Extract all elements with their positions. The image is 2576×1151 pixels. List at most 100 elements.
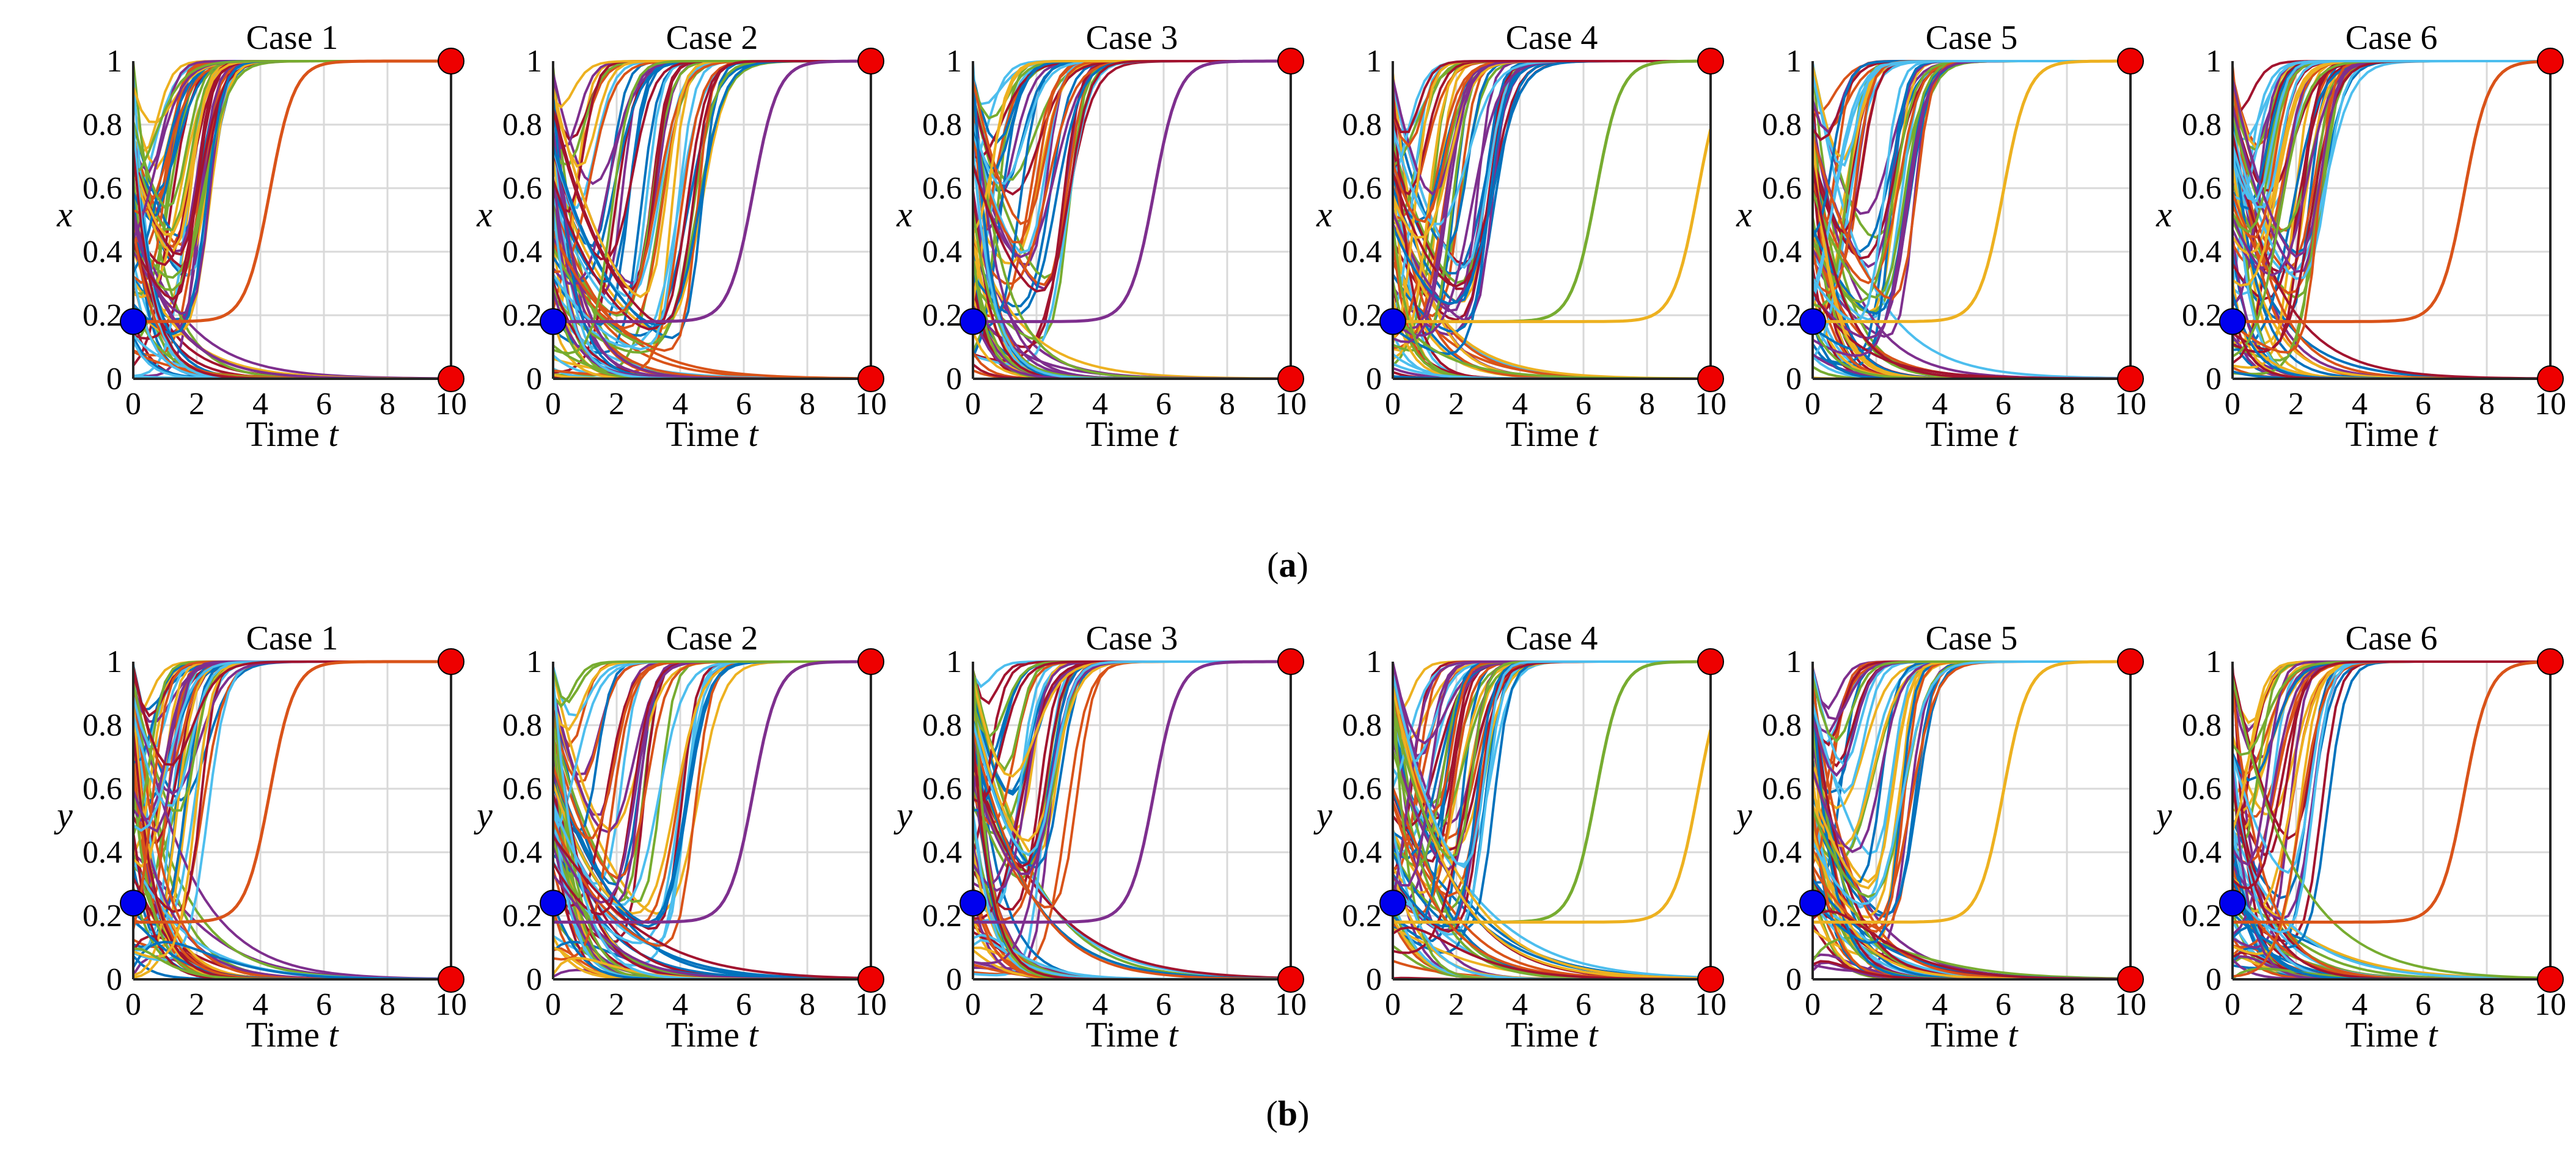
x-tick-label: 4	[1092, 387, 1108, 422]
x-tick-label: 2	[2288, 387, 2304, 422]
x-tick-label: 10	[2534, 387, 2566, 422]
x-tick-label: 8	[1219, 987, 1235, 1022]
equilibrium-marker	[438, 648, 464, 675]
y-tick-label: 0	[1786, 962, 1802, 997]
x-tick-label: 10	[855, 987, 887, 1022]
panel-title: Case 6	[2346, 19, 2438, 57]
initial-point-marker	[540, 890, 567, 917]
panel-title: Case 2	[666, 619, 758, 657]
initial-point-marker	[2219, 890, 2246, 917]
panel-title: Case 6	[2346, 619, 2438, 657]
series-group	[553, 59, 871, 380]
x-tick-label: 0	[125, 387, 141, 422]
y-axis-label: y	[2153, 795, 2172, 835]
trajectory-line	[973, 212, 1291, 380]
x-axis-label: Time t	[246, 1015, 340, 1054]
x-tick-label: 6	[736, 987, 752, 1022]
equilibrium-marker	[2537, 966, 2564, 993]
y-tick-label: 1	[946, 645, 962, 679]
y-tick-label: 0	[946, 962, 962, 997]
x-tick-label: 0	[1805, 987, 1821, 1022]
y-tick-label: 0	[2206, 962, 2222, 997]
y-tick-label: 0.4	[83, 835, 122, 870]
y-tick-label: 0.4	[1762, 235, 1802, 269]
trajectory-line	[553, 729, 871, 981]
x-tick-label: 4	[2352, 987, 2368, 1022]
equilibrium-marker	[438, 48, 464, 75]
trajectory-line	[553, 730, 871, 981]
y-tick-label: 0.8	[2182, 108, 2222, 142]
x-tick-label: 2	[189, 387, 205, 422]
y-tick-label: 0.8	[1342, 708, 1382, 743]
initial-point-marker	[960, 890, 986, 917]
panel-title: Case 5	[1926, 19, 2018, 57]
equilibrium-marker	[1277, 966, 1304, 993]
y-tick-label: 0.2	[2182, 298, 2222, 333]
x-tick-label: 6	[316, 987, 332, 1022]
y-tick-label: 0.6	[83, 772, 122, 806]
x-tick-label: 4	[2352, 387, 2368, 422]
panel-a-5: 0 2 4 6 8 10 0 0.2 0.4 0.6 0.8 1 Case 5 Time t x	[1736, 19, 2146, 454]
series-group	[1813, 59, 2130, 380]
y-axis-label: x	[1316, 194, 1332, 234]
initial-point-marker	[540, 308, 567, 335]
equilibrium-marker	[1697, 966, 1724, 993]
trajectory-line	[2233, 60, 2550, 203]
x-tick-label: 10	[1695, 987, 1727, 1022]
caption-a-letter: a	[1279, 545, 1297, 585]
equilibrium-marker	[1277, 365, 1304, 392]
x-tick-label: 0	[2225, 387, 2240, 422]
trajectory-line	[973, 60, 1291, 366]
series-group	[2233, 660, 2550, 981]
x-tick-label: 2	[2288, 987, 2304, 1022]
x-tick-label: 4	[672, 387, 688, 422]
y-tick-label: 0.2	[83, 298, 122, 333]
y-tick-label: 0.6	[1342, 772, 1382, 806]
late-trajectory-line	[553, 660, 871, 924]
x-tick-label: 8	[1639, 987, 1655, 1022]
y-tick-label: 0.2	[1762, 899, 1802, 934]
x-tick-label: 10	[435, 387, 467, 422]
y-tick-label: 0.8	[502, 708, 542, 743]
y-tick-label: 0.4	[502, 235, 542, 269]
y-tick-label: 0.6	[922, 772, 962, 806]
y-tick-label: 0.2	[1762, 298, 1802, 333]
x-tick-label: 8	[799, 387, 815, 422]
late-trajectory-line	[2233, 660, 2550, 924]
panel-a-1: 0 2 4 6 8 10 0 0.2 0.4 0.6 0.8 1 Case 1 Time t x	[56, 19, 467, 454]
y-axis-label: x	[1736, 194, 1752, 234]
x-tick-label: 4	[1932, 387, 1948, 422]
x-tick-label: 6	[1995, 987, 2011, 1022]
x-tick-label: 2	[1029, 987, 1044, 1022]
late-trajectory-line	[133, 59, 451, 323]
x-tick-label: 10	[2534, 987, 2566, 1022]
trajectory-line	[2233, 660, 2550, 756]
panel-title: Case 1	[246, 19, 339, 57]
x-axis-label: Time t	[1926, 414, 2019, 454]
panel-a-2: 0 2 4 6 8 10 0 0.2 0.4 0.6 0.8 1 Case 2 Time t x	[476, 19, 887, 454]
y-tick-label: 0.8	[502, 108, 542, 142]
y-tick-label: 0.6	[922, 171, 962, 206]
x-axis-label: Time t	[666, 1015, 760, 1054]
series-group	[1813, 660, 2130, 981]
x-axis-label: Time t	[1086, 414, 1180, 454]
y-tick-label: 1	[1786, 44, 1802, 79]
equilibrium-marker	[2117, 48, 2144, 75]
y-tick-label: 0.2	[502, 899, 542, 934]
initial-point-marker	[1379, 890, 1406, 917]
x-tick-label: 2	[609, 387, 625, 422]
x-tick-label: 4	[252, 987, 268, 1022]
x-tick-label: 0	[2225, 987, 2240, 1022]
y-tick-label: 0.2	[1342, 899, 1382, 934]
panel-a-3: 0 2 4 6 8 10 0 0.2 0.4 0.6 0.8 1 Case 3 Time t x	[896, 19, 1307, 454]
trajectory-line	[2233, 282, 2550, 380]
series-group	[973, 660, 1291, 981]
panel-b-6: 0 2 4 6 8 10 0 0.2 0.4 0.6 0.8 1 Case 6 Time t y	[2153, 619, 2566, 1054]
y-tick-label: 0.6	[2182, 171, 2222, 206]
trajectory-line	[2233, 660, 2550, 890]
x-tick-label: 2	[1868, 387, 1884, 422]
late-trajectory-line	[1393, 128, 1711, 323]
y-tick-label: 0.2	[83, 899, 122, 934]
y-tick-label: 0.4	[922, 835, 962, 870]
